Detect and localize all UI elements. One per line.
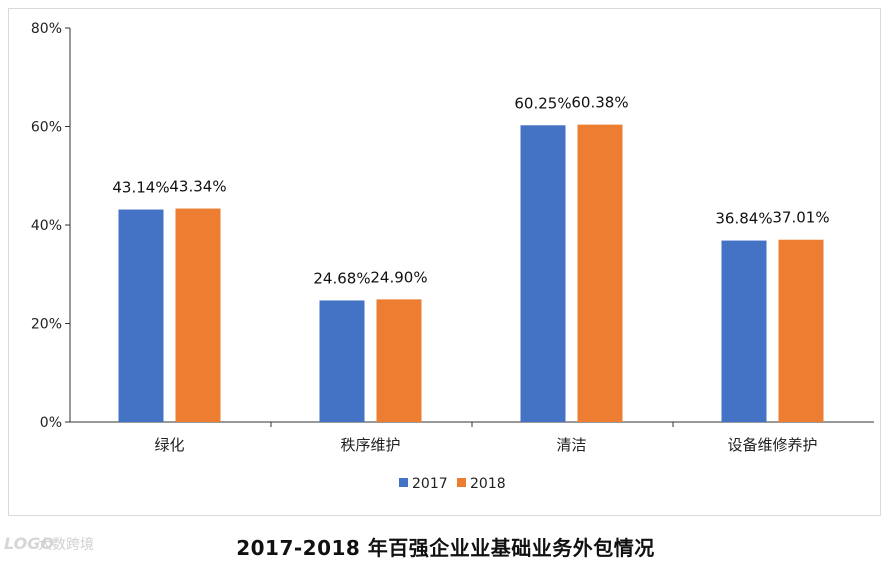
legend-swatch-2017 — [399, 478, 408, 487]
data-label: 24.68% — [313, 269, 370, 287]
y-tick-label: 0% — [40, 415, 62, 431]
y-tick-label: 20% — [31, 317, 62, 333]
data-label: 43.14% — [112, 179, 169, 197]
bar-chart: 0% 20% 40% 60% 80% 43.14% 43.34% 绿化 24.68% 24.90%… — [31, 21, 874, 492]
bar-2018-1 — [376, 299, 422, 422]
watermark-logo: LOGO — [4, 534, 54, 553]
bar-2018-3 — [778, 239, 824, 422]
legend-label: 2017 — [412, 476, 448, 492]
y-tick-label: 60% — [31, 120, 62, 136]
bar-2017-2 — [520, 125, 566, 423]
watermark: LOGO 大数跨境 — [4, 534, 94, 554]
watermark-text: 大数跨境 — [38, 537, 94, 553]
data-label: 24.90% — [370, 268, 427, 286]
legend-swatch-2018 — [457, 478, 466, 487]
legend-label: 2018 — [470, 476, 506, 492]
data-label: 36.84% — [715, 210, 772, 228]
category-label: 绿化 — [154, 436, 184, 454]
data-label: 37.01% — [772, 209, 829, 227]
data-label: 60.38% — [571, 94, 628, 112]
bar-2017-0 — [118, 209, 164, 422]
chart-title: 2017-2018 年百强企业业基础业务外包情况 — [236, 536, 655, 560]
y-tick-label: 80% — [31, 21, 62, 37]
category-label: 秩序维护 — [340, 436, 400, 454]
category-label: 清洁 — [556, 436, 586, 454]
data-label: 60.25% — [514, 94, 571, 112]
bar-2018-0 — [175, 208, 221, 422]
bar-2017-1 — [319, 300, 365, 422]
bar-2017-3 — [721, 240, 767, 422]
data-label: 43.34% — [169, 178, 226, 196]
category-label: 设备维修养护 — [727, 436, 817, 454]
chart-frame: 0% 20% 40% 60% 80% 43.14% 43.34% 绿化 24.68% 24.90%… — [8, 8, 881, 516]
bar-2018-2 — [577, 124, 623, 422]
y-tick-label: 40% — [31, 218, 62, 234]
